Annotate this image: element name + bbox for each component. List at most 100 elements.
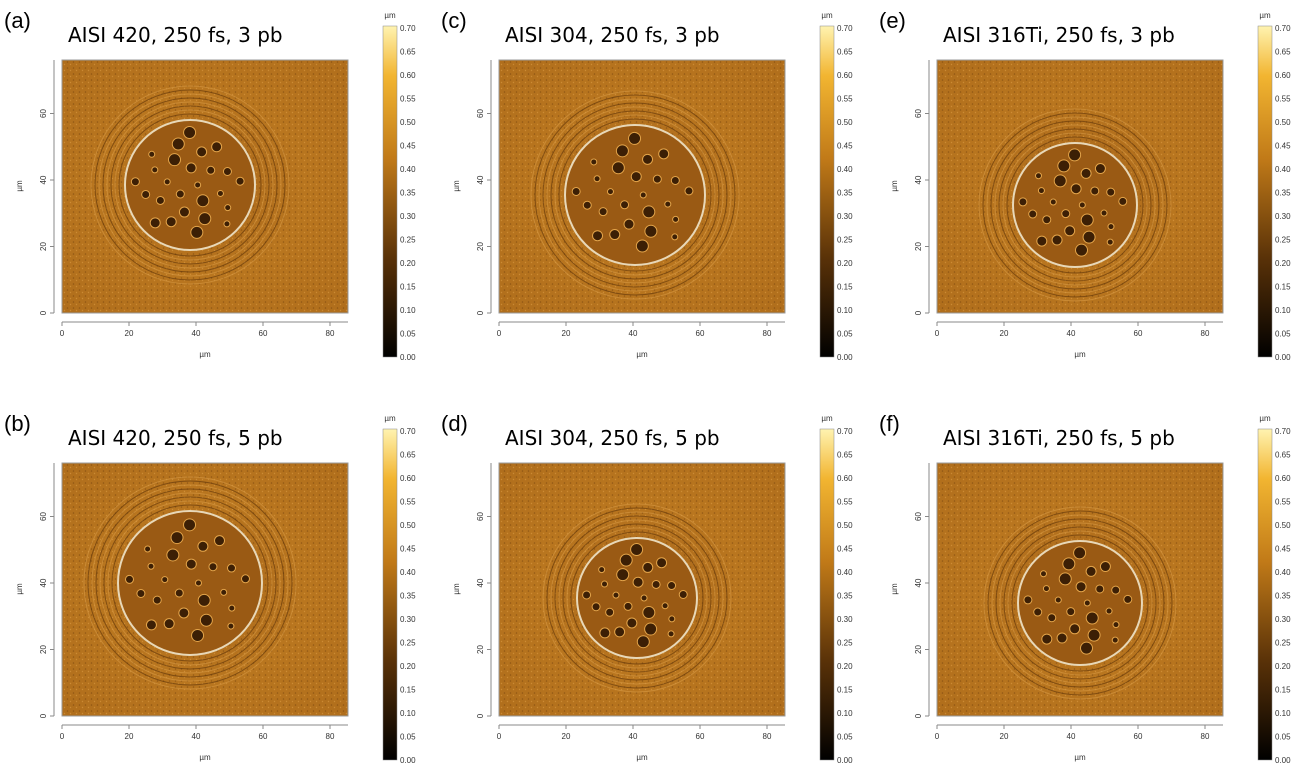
pit: [1113, 622, 1119, 628]
pit: [673, 216, 679, 222]
pit: [1055, 597, 1061, 603]
x-tick-label: 0: [60, 329, 65, 338]
colorbar-tick-label: 0.35: [400, 189, 416, 198]
y-axis-label: µm: [890, 583, 899, 595]
pit: [195, 182, 201, 188]
pit: [175, 589, 183, 597]
colorbar-tick-label: 0.00: [1275, 756, 1291, 764]
panel-label: (b): [4, 411, 31, 436]
panel-title: AISI 316Ti, 250 fs, 5 pb: [943, 426, 1175, 450]
pit: [1069, 149, 1081, 161]
pit: [142, 190, 150, 198]
pit: [627, 618, 637, 628]
colorbar-tick-label: 0.35: [837, 592, 853, 601]
colorbar-tick-label: 0.35: [1275, 592, 1291, 601]
pit: [669, 616, 675, 622]
x-tick-label: 20: [562, 732, 571, 741]
colorbar-tick-label: 0.25: [400, 236, 416, 245]
x-tick-label: 60: [259, 732, 268, 741]
colorbar-tick-label: 0.60: [400, 71, 416, 80]
pit: [672, 234, 678, 240]
colorbar-tick-label: 0.40: [400, 568, 416, 577]
colorbar: [383, 26, 397, 357]
pit: [593, 231, 603, 241]
pit: [1124, 595, 1132, 603]
colorbar-tick-label: 0.25: [1275, 639, 1291, 648]
colorbar-unit: µm: [1259, 414, 1271, 423]
pit: [643, 206, 655, 218]
pit: [223, 168, 231, 176]
pit: [164, 179, 170, 185]
pit: [1084, 600, 1090, 606]
pit: [641, 595, 647, 601]
colorbar-tick-label: 0.10: [1275, 709, 1291, 718]
x-tick-label: 40: [629, 732, 638, 741]
colorbar-tick-label: 0.05: [400, 330, 416, 339]
x-axis-label: µm: [1074, 350, 1086, 359]
pit: [1074, 547, 1086, 559]
pit: [624, 602, 632, 610]
pit: [162, 577, 168, 583]
pit: [217, 190, 223, 196]
y-tick-label: 40: [39, 578, 48, 587]
colorbar-tick-label: 0.35: [400, 592, 416, 601]
x-tick-label: 20: [1000, 329, 1009, 338]
pit: [1112, 586, 1120, 594]
colorbar-tick-label: 0.45: [1275, 142, 1291, 151]
colorbar-tick-label: 0.40: [837, 165, 853, 174]
colorbar-tick-label: 0.70: [400, 427, 416, 436]
panel-title: AISI 304, 250 fs, 3 pb: [505, 23, 720, 47]
pit: [594, 176, 600, 182]
x-tick-label: 60: [1134, 732, 1143, 741]
x-tick-label: 80: [326, 732, 335, 741]
pit: [1083, 231, 1095, 243]
crater: [565, 125, 705, 265]
pit: [1038, 188, 1044, 194]
pit: [659, 149, 669, 159]
pit: [198, 541, 208, 551]
colorbar-tick-label: 0.50: [400, 118, 416, 127]
colorbar-tick-label: 0.25: [837, 639, 853, 648]
pit: [209, 563, 217, 571]
y-tick-label: 40: [914, 175, 923, 184]
colorbar-unit: µm: [384, 414, 396, 423]
pit: [1058, 160, 1070, 172]
colorbar-tick-label: 0.10: [837, 709, 853, 718]
x-tick-label: 40: [192, 329, 201, 338]
pit: [1112, 637, 1118, 643]
x-axis-label: µm: [199, 753, 211, 762]
pit: [636, 240, 648, 252]
colorbar-tick-label: 0.55: [1275, 498, 1291, 507]
pit: [1063, 558, 1075, 570]
pit: [1076, 582, 1086, 592]
colorbar: [383, 429, 397, 760]
pit: [602, 581, 608, 587]
colorbar-tick-label: 0.60: [837, 71, 853, 80]
y-tick-label: 40: [476, 175, 485, 184]
colorbar-tick-label: 0.30: [1275, 615, 1291, 624]
pit: [227, 564, 235, 572]
pit: [169, 154, 181, 166]
colorbar-tick-label: 0.10: [837, 306, 853, 315]
pit: [685, 187, 693, 195]
x-tick-label: 20: [1000, 732, 1009, 741]
pit: [146, 620, 156, 630]
colorbar-unit: µm: [821, 11, 833, 20]
colorbar-tick-label: 0.00: [1275, 353, 1291, 362]
x-tick-label: 60: [696, 329, 705, 338]
pit: [166, 217, 176, 227]
colorbar-tick-label: 0.10: [400, 709, 416, 718]
pit: [192, 629, 204, 641]
colorbar-tick-label: 0.50: [400, 521, 416, 530]
figure: (a)AISI 420, 250 fs, 3 pb020406080020406…: [0, 0, 1291, 764]
pit: [1079, 202, 1085, 208]
colorbar: [1258, 26, 1272, 357]
pit: [1024, 596, 1032, 604]
colorbar: [1258, 429, 1272, 760]
pit: [1101, 210, 1107, 216]
pit: [1050, 199, 1056, 205]
colorbar-tick-label: 0.15: [837, 283, 853, 292]
pit: [1019, 198, 1027, 206]
colorbar-tick-label: 0.40: [837, 568, 853, 577]
panel-title: AISI 420, 250 fs, 5 pb: [68, 426, 283, 450]
